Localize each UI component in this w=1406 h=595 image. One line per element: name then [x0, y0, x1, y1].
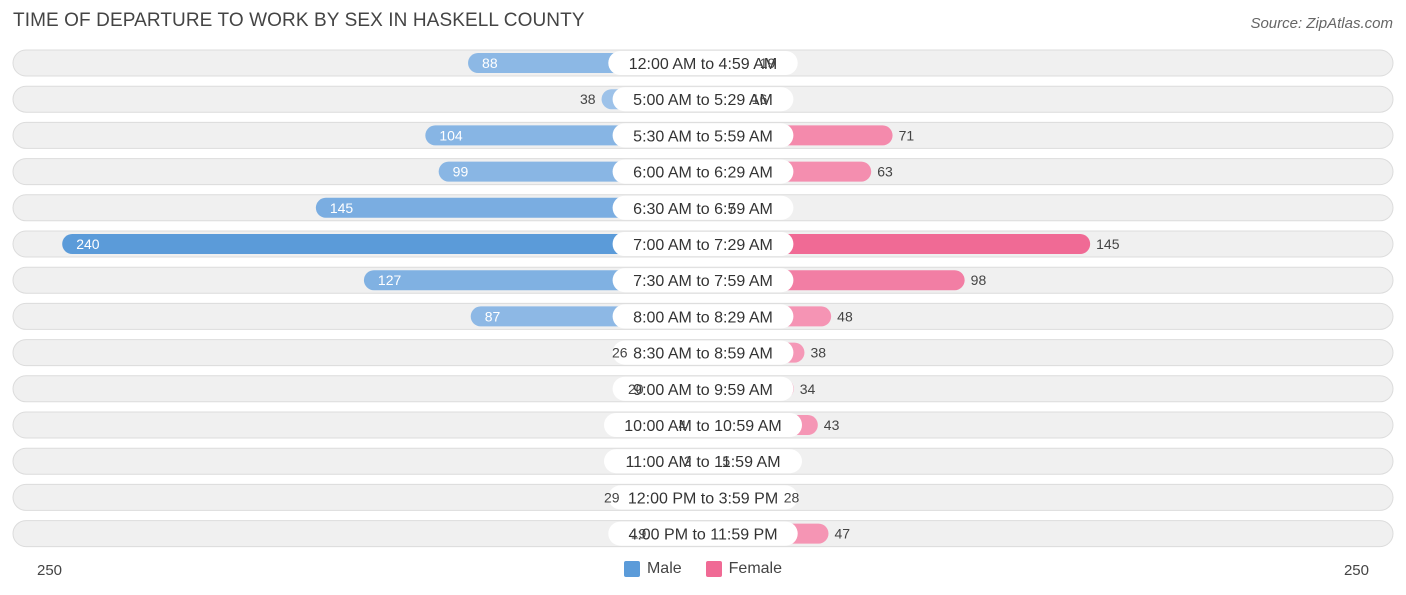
category-label-bg	[608, 485, 798, 510]
legend-label-female: Female	[728, 560, 783, 577]
female-value-label: 38	[810, 345, 826, 361]
category-label-bg	[612, 376, 794, 401]
male-value-label: 4	[679, 417, 687, 433]
legend-label-male: Male	[646, 560, 682, 577]
category-label-bg	[612, 195, 794, 220]
legend-item-female: Female	[705, 560, 783, 578]
male-value-label: 99	[453, 164, 469, 180]
female-value-label: 98	[971, 272, 987, 288]
male-value-label: 127	[378, 272, 402, 288]
female-value-label: 16	[752, 91, 768, 107]
female-value-label: 48	[837, 308, 853, 324]
category-label: 7:00 AM to 7:29 AM	[633, 237, 773, 254]
category-label-bg	[604, 449, 802, 474]
male-value-label: 26	[612, 345, 628, 361]
category-label: 12:00 AM to 4:59 AM	[629, 56, 778, 73]
category-label: 12:00 PM to 3:59 PM	[628, 490, 778, 507]
female-value-label: 19	[760, 55, 776, 71]
female-value-label: 28	[784, 489, 800, 505]
category-label: 6:30 AM to 6:59 AM	[633, 201, 773, 218]
category-label: 5:00 AM to 5:29 AM	[633, 92, 773, 109]
axis-left-label: 250	[37, 562, 63, 579]
category-label-bg	[612, 268, 794, 293]
male-value-label: 87	[485, 308, 501, 324]
male-value-label: 20	[628, 381, 644, 397]
female-value-label: 63	[877, 164, 893, 180]
category-label: 4:00 PM to 11:59 PM	[628, 527, 777, 544]
category-label-bg	[608, 51, 798, 75]
category-label: 6:00 AM to 6:29 AM	[633, 165, 773, 182]
female-value-label: 47	[834, 526, 850, 542]
category-label: 9:00 AM to 9:59 AM	[633, 382, 773, 399]
female-value-label: 34	[800, 381, 816, 397]
category-label-bg	[604, 413, 802, 437]
male-value-label: 145	[330, 200, 354, 216]
male-value-label: 104	[439, 127, 463, 143]
female-value-label: 7	[728, 200, 736, 216]
legend-item-male: Male	[623, 560, 682, 578]
category-label-bg	[612, 340, 794, 365]
male-value-label: 38	[580, 91, 596, 107]
male-bar	[62, 234, 703, 254]
male-bar	[315, 197, 703, 218]
category-label-bg	[612, 304, 794, 329]
axis-right-label: 250	[1343, 562, 1369, 579]
male-value-label: 2	[684, 453, 692, 469]
female-bar	[703, 234, 1091, 254]
legend-swatch-male	[623, 561, 640, 577]
female-value-label: 145	[1096, 236, 1120, 252]
source-credit: Source: ZipAtlas.com	[1250, 15, 1393, 32]
legend-swatch-female	[705, 561, 722, 577]
chart-title: TIME OF DEPARTURE TO WORK BY SEX IN HASK…	[13, 10, 585, 31]
category-label: 7:30 AM to 7:59 AM	[633, 273, 773, 290]
category-label: 8:00 AM to 8:29 AM	[633, 309, 773, 326]
male-value-label: 19	[631, 526, 647, 542]
female-value-label: 71	[899, 127, 915, 143]
category-label: 5:30 AM to 5:59 AM	[633, 128, 773, 145]
category-label-bg	[608, 521, 798, 546]
male-value-label: 29	[604, 489, 620, 505]
category-label-bg	[612, 159, 794, 184]
category-label-bg	[612, 232, 794, 256]
male-value-label: 88	[482, 55, 498, 71]
legend: Male Female	[0, 560, 1406, 578]
category-label-bg	[612, 123, 794, 148]
female-value-label: 5	[722, 453, 730, 469]
male-value-label: 240	[76, 236, 100, 252]
female-value-label: 43	[824, 417, 840, 433]
category-label: 8:30 AM to 8:59 AM	[633, 346, 773, 363]
category-label: 11:00 AM to 11:59 AM	[625, 454, 780, 471]
category-label: 10:00 AM to 10:59 AM	[624, 418, 781, 435]
category-label-bg	[612, 87, 794, 112]
